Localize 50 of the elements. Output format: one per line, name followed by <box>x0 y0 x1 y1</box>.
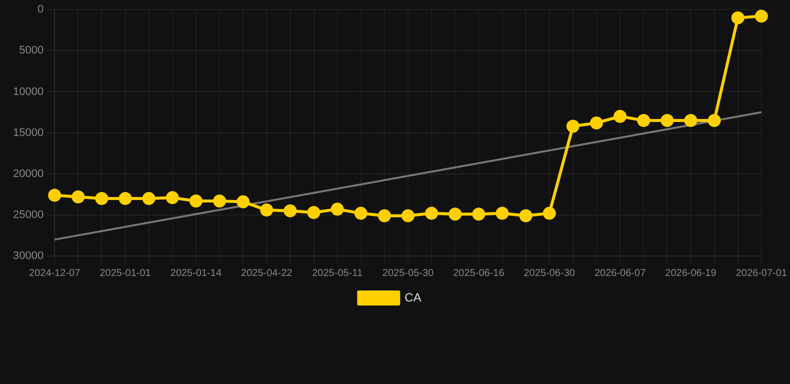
x-tick-label: 2025-05-30 <box>382 268 434 279</box>
x-tick-label: 2025-01-01 <box>100 268 152 279</box>
point <box>590 116 603 130</box>
point <box>213 194 226 208</box>
point <box>660 114 674 127</box>
y-tick-label: 10000 <box>12 86 44 98</box>
point <box>95 192 108 206</box>
y-tick-label: 0 <box>37 4 44 16</box>
point <box>448 208 462 221</box>
x-tick-label: 2025-06-16 <box>453 268 505 279</box>
point <box>142 192 156 206</box>
x-tick-label: 2026-06-19 <box>665 268 717 279</box>
point <box>118 192 132 206</box>
y-tick-label: 15000 <box>12 126 44 139</box>
x-tick-label: 2024-12-07 <box>29 268 81 279</box>
point <box>166 191 179 204</box>
point <box>330 202 344 216</box>
y-tick-label: 25000 <box>12 208 44 221</box>
point <box>307 206 320 219</box>
point <box>637 114 650 127</box>
x-tick-label: 2026-06-07 <box>594 268 646 279</box>
point <box>566 120 580 133</box>
x-tick-label: 2026-07-01 <box>736 268 788 279</box>
legend-label: CA <box>404 290 422 304</box>
point <box>496 206 509 220</box>
y-tick-label: 20000 <box>12 168 44 180</box>
point <box>754 10 768 23</box>
point <box>708 114 721 127</box>
point <box>472 208 486 221</box>
y-tick-label: 30000 <box>12 250 44 262</box>
point <box>402 209 415 222</box>
x-tick-label: 2025-01-14 <box>170 268 222 279</box>
point <box>614 110 627 123</box>
point <box>284 204 297 218</box>
point <box>378 209 391 222</box>
point <box>189 194 202 208</box>
x-tick-label: 2025-04-22 <box>241 268 293 279</box>
x-tick-label: 2025-05-11 <box>312 268 363 279</box>
point <box>425 206 438 220</box>
point <box>236 195 250 208</box>
point <box>72 190 85 204</box>
point <box>542 206 556 220</box>
y-tick-label: 5000 <box>19 44 44 57</box>
point <box>48 188 62 202</box>
x-tick-label: 2025-06-30 <box>524 268 576 279</box>
point <box>354 206 368 220</box>
point <box>684 114 698 127</box>
point <box>731 11 744 24</box>
point <box>260 204 274 217</box>
point <box>519 209 532 222</box>
